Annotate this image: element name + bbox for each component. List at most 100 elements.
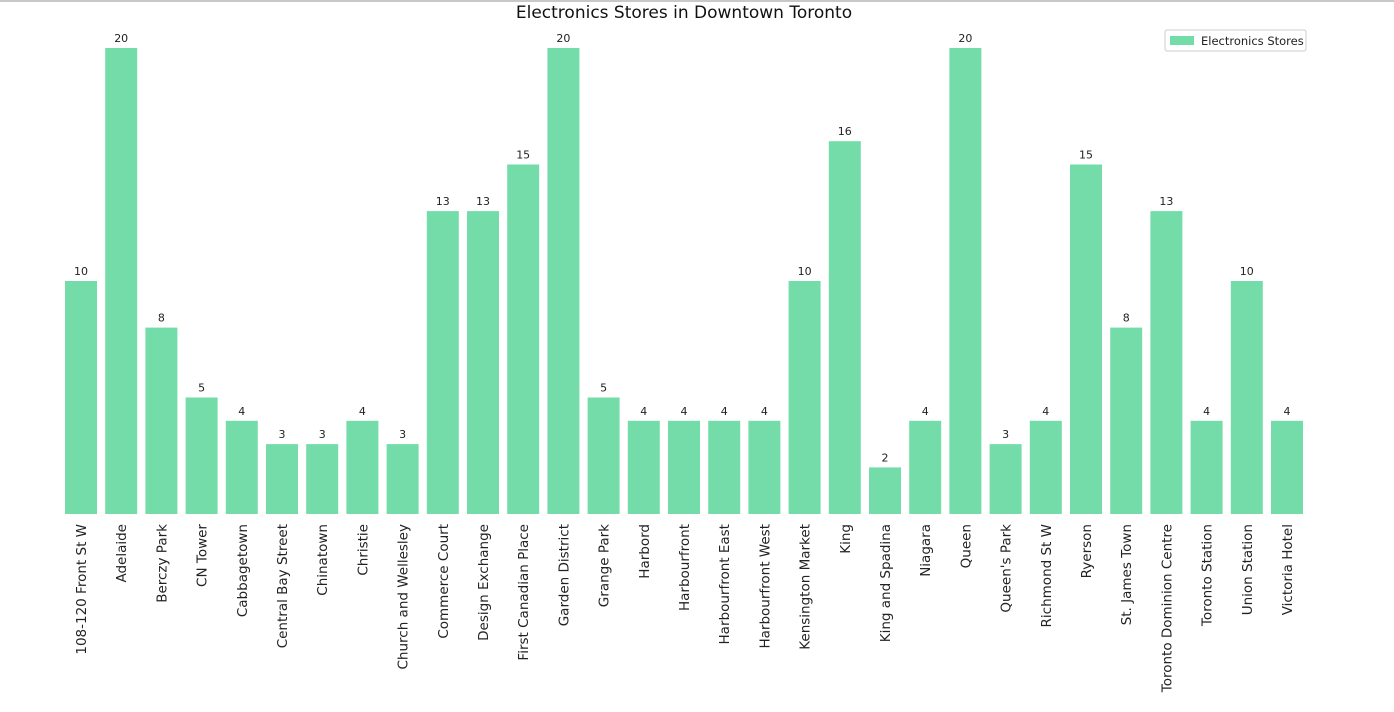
bar <box>105 48 138 514</box>
x-tick-label: Queen's Park <box>999 524 1015 613</box>
x-tick-label: Harbourfront East <box>717 524 733 644</box>
bar-value-label: 4 <box>1203 405 1210 418</box>
x-tick-label: Berczy Park <box>154 524 170 603</box>
bar <box>145 327 178 514</box>
bar-value-label: 20 <box>556 32 570 45</box>
bar-value-label: 20 <box>958 32 972 45</box>
bar-value-label: 4 <box>359 405 366 418</box>
bar <box>1190 420 1223 514</box>
bar <box>507 164 540 514</box>
bar <box>869 467 901 514</box>
x-tick-label: Harbourfront <box>677 524 693 611</box>
x-tick-label: Niagara <box>918 524 934 577</box>
bar <box>949 48 982 514</box>
bar-value-label: 16 <box>838 125 852 138</box>
bar <box>547 48 580 514</box>
bar-value-label: 10 <box>1240 265 1254 278</box>
bar <box>65 281 97 514</box>
bar <box>627 420 660 514</box>
bar-value-label: 13 <box>476 195 490 208</box>
x-tick-label: Christie <box>355 524 371 576</box>
bar <box>1029 420 1062 514</box>
bar-value-label: 20 <box>114 32 128 45</box>
x-tick-label: Garden District <box>556 524 572 626</box>
bar-value-label: 4 <box>1042 405 1049 418</box>
x-tick-label: Design Exchange <box>476 524 492 641</box>
bar-value-label: 2 <box>882 451 889 464</box>
bar-value-label: 4 <box>238 405 245 418</box>
bar <box>1150 211 1183 514</box>
bar-value-label: 3 <box>279 428 286 441</box>
bar-value-label: 5 <box>600 382 607 395</box>
bar <box>1271 420 1303 514</box>
bar <box>225 420 258 514</box>
bar-value-label: 3 <box>399 428 406 441</box>
value-labels-group: 10 20 8 5 4 3 3 4 3 13 13 15 20 5 4 4 4 4 10 16 2 4 20 3 4 15 8 13 4… <box>74 32 1291 464</box>
x-tick-label: Union Station <box>1240 524 1256 615</box>
x-tick-label: Central Bay Street <box>275 524 291 648</box>
bar-value-label: 10 <box>798 265 812 278</box>
bar-value-label: 13 <box>436 195 450 208</box>
bar <box>185 397 218 514</box>
bar <box>788 281 821 514</box>
x-tick-labels-group: 108-120 Front St W Adelaide Berczy Park CN … <box>74 524 1296 694</box>
bar <box>306 444 339 514</box>
x-tick-label: Queen <box>958 524 974 568</box>
x-tick-label: Victoria Hotel <box>1280 524 1296 615</box>
legend-swatch <box>1170 36 1194 45</box>
bar <box>346 420 379 514</box>
x-tick-label: 108-120 Front St W <box>74 524 90 655</box>
x-tick-label: CN Tower <box>195 524 211 587</box>
bar <box>587 397 620 514</box>
bar <box>1070 164 1102 514</box>
bar <box>1230 281 1263 514</box>
bar <box>266 444 298 514</box>
bar <box>748 420 781 514</box>
x-tick-label: Harbourfront West <box>757 524 773 649</box>
x-tick-label: Toronto Dominion Centre <box>1159 524 1175 693</box>
x-tick-label: Harbord <box>637 524 653 579</box>
x-tick-label: King and Spadina <box>878 524 894 642</box>
bar <box>909 420 942 514</box>
bar-value-label: 10 <box>74 265 88 278</box>
bar-value-label: 3 <box>1002 428 1009 441</box>
x-tick-label: Cabbagetown <box>235 524 251 617</box>
bar-value-label: 4 <box>721 405 728 418</box>
x-tick-label: Church and Wellesley <box>396 524 412 670</box>
bar-value-label: 4 <box>640 405 647 418</box>
x-tick-label: Ryerson <box>1079 524 1095 578</box>
chart-title: Electronics Stores in Downtown Toronto <box>516 3 852 23</box>
bar-value-label: 8 <box>1123 312 1130 325</box>
x-tick-label: Adelaide <box>114 524 130 583</box>
bar-value-label: 13 <box>1159 195 1173 208</box>
bar-value-label: 4 <box>761 405 768 418</box>
bar-value-label: 3 <box>319 428 326 441</box>
x-tick-label: First Canadian Place <box>516 524 532 661</box>
x-tick-label: Chinatown <box>315 524 331 596</box>
bar <box>467 211 499 514</box>
bar <box>386 444 419 514</box>
top-border <box>0 0 1394 2</box>
x-tick-label: Commerce Court <box>436 524 452 639</box>
bar-value-label: 15 <box>1079 149 1093 162</box>
x-tick-label: Richmond St W <box>1039 524 1055 627</box>
bar <box>1110 327 1143 514</box>
x-tick-label: St. James Town <box>1119 524 1135 625</box>
bar <box>828 141 861 514</box>
bar <box>668 420 700 514</box>
bar-value-label: 4 <box>1284 405 1291 418</box>
x-tick-label: Kensington Market <box>798 524 814 650</box>
bar-value-label: 15 <box>516 149 530 162</box>
x-tick-label: Grange Park <box>597 524 613 607</box>
legend-label: Electronics Stores <box>1201 34 1304 48</box>
legend-frame <box>1164 29 1307 52</box>
bar-value-label: 4 <box>681 405 688 418</box>
bar-value-label: 8 <box>158 312 165 325</box>
bar <box>426 211 459 514</box>
bars-group <box>65 48 1303 514</box>
x-tick-label: Toronto Station <box>1200 524 1216 627</box>
bar <box>989 444 1022 514</box>
legend: Electronics Stores <box>1164 29 1307 52</box>
x-tick-label: King <box>838 524 854 554</box>
